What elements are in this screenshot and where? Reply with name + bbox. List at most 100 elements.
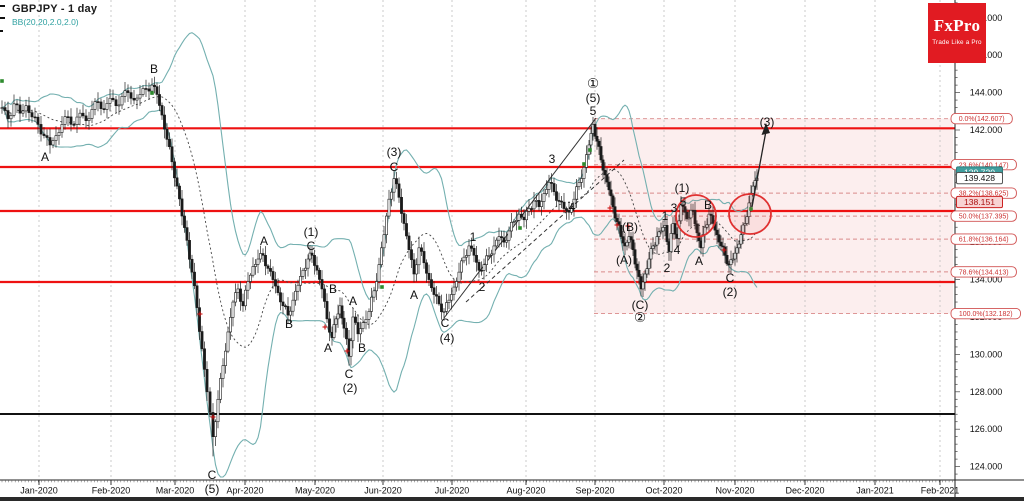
candle-body <box>147 88 151 92</box>
candle-body <box>328 318 331 333</box>
candle-body <box>582 167 586 179</box>
fib-level-label-box <box>950 233 1017 245</box>
candle-body <box>707 213 711 226</box>
candle-body <box>183 215 186 228</box>
candle-body <box>385 215 388 236</box>
candle-body <box>611 195 615 207</box>
candle-body <box>442 311 446 313</box>
candle-body <box>657 231 661 237</box>
candle-body <box>689 209 693 219</box>
candle-body <box>661 227 665 232</box>
candle-body <box>435 294 438 297</box>
candle-body <box>460 260 463 273</box>
candle-body <box>685 211 689 220</box>
candle-body <box>158 94 161 106</box>
candle-body <box>320 279 324 290</box>
candle-body <box>457 271 461 282</box>
candle-body <box>643 273 647 283</box>
candle-body <box>120 96 124 106</box>
candle-body <box>745 216 749 224</box>
candle-body <box>313 254 316 266</box>
candle-body <box>203 348 206 370</box>
candle-body <box>75 116 79 125</box>
wave-label: 2 <box>664 261 671 275</box>
candle-body <box>276 285 280 293</box>
wave-label: C <box>441 316 450 330</box>
buy-marker <box>150 91 154 95</box>
candle-body <box>24 105 28 112</box>
fxpro-tagline: Trade Like a Pro <box>932 39 982 46</box>
candle-body <box>527 208 531 212</box>
candle-body <box>470 245 473 249</box>
candle-body <box>719 241 723 247</box>
wave-label: B <box>704 198 712 212</box>
candle-body <box>21 110 25 114</box>
month-label: Jan-2020 <box>20 486 58 496</box>
candle-body <box>296 284 300 292</box>
candle-body <box>709 213 713 216</box>
candle-body <box>741 224 745 236</box>
candle-body <box>537 200 541 207</box>
candle-body <box>170 146 174 163</box>
candle-body <box>655 236 659 246</box>
candle-body <box>599 146 603 161</box>
candle-body <box>687 217 691 220</box>
candle-body <box>129 92 133 99</box>
candle-body <box>349 340 353 357</box>
candle-body <box>659 230 663 233</box>
candle-body <box>294 290 297 301</box>
fib-level-label-box <box>950 307 1021 320</box>
candle-body <box>216 398 220 423</box>
candle-body <box>487 254 491 257</box>
candle-body <box>323 288 326 302</box>
candle-body <box>198 307 201 332</box>
candle-body <box>205 369 209 393</box>
buy-marker <box>749 207 753 211</box>
candle-body <box>651 245 655 249</box>
candle-body <box>261 253 265 256</box>
candle-body <box>144 88 148 90</box>
candle-body <box>325 301 329 320</box>
candle-body <box>200 331 204 350</box>
candle-body <box>477 262 481 271</box>
candle-body <box>427 272 431 280</box>
candle-body <box>452 286 456 295</box>
candle-body <box>246 281 250 291</box>
price-tick-label: 126.000 <box>970 424 1003 434</box>
candle-body <box>450 294 453 301</box>
month-label: Dec-2020 <box>785 486 824 496</box>
fib-level-label: 78.6%(134.413) <box>959 269 1009 276</box>
month-label: Jan-2021 <box>856 486 894 496</box>
candle-body <box>165 128 169 140</box>
candle-body <box>605 174 609 183</box>
wave-label: B <box>358 341 366 355</box>
wave-label: C <box>208 468 217 482</box>
wave-label: B <box>150 62 158 76</box>
price-badge-red <box>956 195 1003 209</box>
wave-label: C <box>726 271 735 285</box>
candle-body <box>580 178 583 183</box>
candle-body <box>3 107 7 111</box>
candle-body <box>105 103 109 110</box>
candle-body <box>90 109 94 119</box>
candle-body <box>572 198 576 209</box>
wave-label: A <box>324 341 332 355</box>
candle-body <box>613 206 617 219</box>
candle-body <box>286 306 290 316</box>
candle-body <box>530 208 533 210</box>
left-edge-ticks <box>0 4 6 38</box>
candle-body <box>236 288 240 293</box>
candle-body <box>410 249 413 261</box>
wave-label: 5 <box>680 195 687 209</box>
candle-body <box>150 84 154 92</box>
candle-body <box>48 137 52 146</box>
candle-body <box>412 259 416 275</box>
buy-marker <box>582 162 586 166</box>
candle-body <box>99 101 103 109</box>
candle-body <box>126 90 130 93</box>
candle-body <box>259 253 262 260</box>
candle-body <box>560 200 563 203</box>
candle-body <box>492 245 496 255</box>
candle-body <box>751 185 755 194</box>
